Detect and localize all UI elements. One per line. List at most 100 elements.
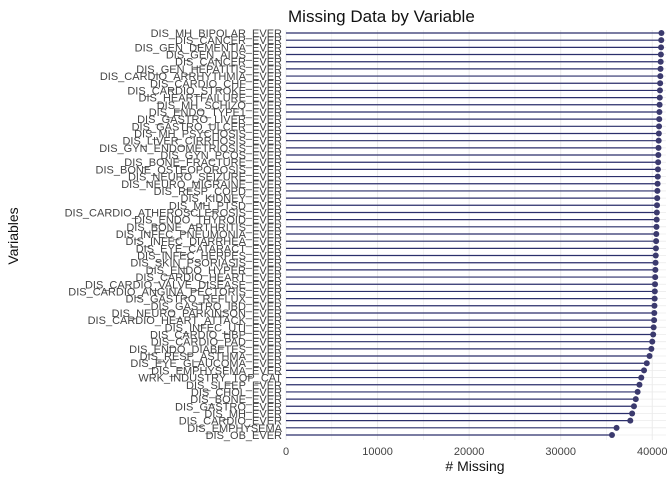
x-axis-title: # Missing	[445, 458, 504, 474]
lollipop-point	[656, 101, 663, 108]
y-tick-label: DIS_GASTRO_EVER	[175, 401, 282, 413]
lollipop-point	[655, 137, 662, 144]
lollipop-point	[646, 353, 653, 360]
y-tick-label: DIS_SKIN_PSORIASIS_EVER	[130, 258, 282, 270]
grid-lines	[285, 30, 666, 440]
lollipop-point	[636, 381, 643, 388]
lollipop-point	[656, 94, 663, 101]
lollipop-point	[652, 266, 659, 273]
lollipop-point	[650, 331, 657, 338]
lollipop-point	[657, 51, 664, 58]
lollipop-point	[656, 116, 663, 123]
y-tick-label: DIS_BONE_OSTEOPOROSIS_EVER	[96, 164, 283, 176]
y-tick-label: DIS_CARDIO_PAD_EVER	[151, 337, 282, 349]
y-tick-label: DIS_INFEC_UTI_EVER	[165, 322, 282, 334]
lollipop-point	[657, 58, 664, 65]
lollipop-point	[658, 44, 665, 51]
y-tick-label: DIS_LIVER_CIRRHOSIS_EVER	[122, 136, 282, 148]
lollipop-point	[653, 231, 660, 237]
lollipop-point	[638, 374, 645, 381]
lollipop-point	[651, 309, 658, 316]
y-tick-label: DIS_INFEC_PNEUMONIA_EVER	[116, 229, 282, 241]
y-tick-label: DIS_ENDO_DIABETES_EVER	[129, 344, 282, 356]
y-tick-label: DIS_ENDO_TYPE1_EVER	[149, 107, 282, 119]
lollipop-point	[632, 396, 639, 403]
lollipop-point	[652, 245, 659, 252]
y-tick-label: DIS_RESP_ASTHMA_EVER	[140, 351, 282, 363]
lollipop-point	[655, 152, 662, 159]
y-tick-label: DIS_INFEC_HERPES_EVER	[137, 251, 282, 263]
chart-title: Missing Data by Variable	[288, 7, 475, 26]
lollipop-point	[651, 317, 658, 324]
y-tick-label: DIS_HEARTFAILURE_EVER	[139, 93, 283, 105]
lollipop-series	[286, 30, 665, 438]
y-tick-label: DIS_GYN_ENDOMETRIOSIS_EVER	[99, 143, 282, 155]
y-tick-label: DIS_CARDIO_HEART_ATTACK_EVER	[88, 315, 282, 327]
x-tick-labels: 0 10000 20000 30000 40000	[283, 446, 668, 458]
y-tick-label: DIS_GEN_AIDS_EVER	[166, 50, 282, 62]
y-tick-label: DIS_CANCER_EVER	[175, 57, 282, 69]
y-tick-label: DIS_CARDIO_HBP_EVER	[150, 330, 282, 342]
y-tick-label: DIS_CHOL_EVER	[191, 387, 282, 399]
x-tick-label: 30000	[545, 446, 576, 458]
lollipop-point	[653, 216, 660, 223]
y-tick-label: DIS_RESP_COPD_EVER	[154, 186, 282, 198]
lollipop-point	[654, 180, 661, 187]
y-tick-label: DIS_NEURO_SEIZURE_EVER	[128, 172, 282, 184]
lollipop-point	[627, 417, 634, 424]
y-tick-label: DIS_NEURO_PARKINSON_EVER	[112, 308, 282, 320]
x-tick-label: 20000	[454, 446, 485, 458]
y-tick-label: DIS_CARDIO_ARRHYTHMIA_EVER	[100, 71, 282, 83]
y-tick-label: DIS_CARDIO_VALVE_DISEASE_EVER	[85, 279, 282, 291]
lollipop-point	[655, 130, 662, 137]
y-tick-label: DIS_MH_PSYCHOSIS_EVER	[134, 129, 282, 141]
y-tick-label: DIS_MH_PTSD_EVER	[169, 200, 282, 212]
y-tick-label: DIS_BONE_FRACTURE_EVER	[124, 157, 282, 169]
lollipop-point	[655, 159, 662, 166]
lollipop-point	[650, 324, 657, 331]
lollipop-point	[654, 202, 661, 209]
lollipop-point	[629, 410, 636, 417]
y-tick-label: DIS_CANCER_EVER	[175, 35, 282, 47]
y-tick-label: DIS_GEN_HEPATITIS_EVER	[136, 64, 282, 76]
y-tick-label: DIS_INFEC_DIARRHEA_EVER	[126, 236, 283, 248]
lollipop-point	[657, 80, 664, 87]
lollipop-point	[653, 209, 660, 216]
y-tick-label: DIS_GASTRO_ULCER_EVER	[132, 121, 282, 133]
y-tick-label: DIS_ENDO_THYROID_EVER	[134, 215, 282, 227]
y-tick-label: DIS_GEN_DEMENTIA_EVER	[135, 42, 282, 54]
lollipop-point	[656, 123, 663, 130]
lollipop-point	[658, 30, 665, 36]
x-tick-label: 0	[283, 446, 289, 458]
x-tick-label: 40000	[637, 446, 668, 458]
lollipop-point	[652, 259, 659, 266]
lollipop-point	[641, 367, 648, 374]
y-tick-labels: DIS_MH_BIPOLAR_EVERDIS_CANCER_EVERDIS_GE…	[65, 28, 283, 442]
y-tick-label: DIS_OB_EVER	[206, 430, 282, 442]
y-tick-label: DIS_EMPHYSEMA	[187, 423, 282, 435]
y-tick-label: DIS_EMPHYSEMA_EVER	[151, 365, 282, 377]
y-tick-label: WRK_INDUSTRY_TOP_CAT	[138, 373, 282, 385]
lollipop-point	[657, 73, 664, 80]
lollipop-point	[651, 295, 658, 302]
y-tick-label: DIS_CARDIO_HEART_EVER	[135, 272, 282, 284]
y-tick-label: DIS_SLEEP_EVER	[186, 380, 282, 392]
lollipop-point	[654, 166, 661, 173]
y-tick-label: DIS_EYE_GLAUCOMA_EVER	[130, 358, 282, 370]
lollipop-point	[658, 37, 665, 44]
lollipop-point	[643, 360, 650, 367]
y-tick-label: DIS_GYN_PCOS_EVER	[160, 150, 282, 162]
lollipop-point	[648, 345, 655, 352]
lollipop-point	[652, 281, 659, 288]
lollipop-point	[657, 65, 664, 72]
lollipop-point	[653, 223, 660, 230]
y-tick-label: DIS_NEURO_MIGRAINE_EVER	[121, 179, 282, 191]
lollipop-point	[655, 144, 662, 151]
y-tick-label: DIS_CARDIO_ATHEROSCLEROSIS_EVER	[65, 207, 282, 219]
x-tick-label: 10000	[362, 446, 393, 458]
y-tick-label: DIS_GASTRO_IBD_EVER	[151, 301, 282, 313]
y-tick-label: DIS_CARDIO_EVER	[179, 416, 282, 428]
y-tick-label: DIS_BONE_EVER	[190, 394, 282, 406]
y-axis-title: Variables	[5, 207, 21, 264]
